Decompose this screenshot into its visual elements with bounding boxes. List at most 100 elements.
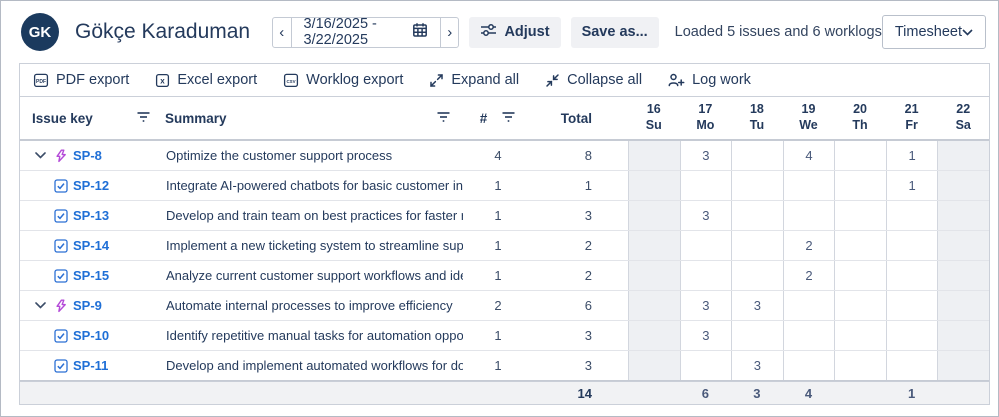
issue-key-link[interactable]: SP-15 [73,268,110,283]
issue-count: 1 [494,178,502,193]
worklog-cell-su[interactable] [628,321,680,350]
worklog-cell-we[interactable]: 4 [782,141,835,170]
worklog-cell-sa[interactable] [937,171,989,200]
worklog-cell-sa[interactable] [937,321,989,350]
worklog-cell-th[interactable] [834,351,886,380]
toolbar: PDF PDF export x Excel export CSV Worklog exp… [20,64,989,97]
worklog-cell-sa[interactable] [937,141,989,170]
worklog-cell-tu[interactable] [731,321,783,350]
worklog-cell-fr[interactable] [885,291,938,320]
worklog-cell-mo[interactable]: 3 [679,141,732,170]
date-range-picker[interactable]: 3/16/2025 - 3/22/2025 [290,17,442,47]
worklog-cell-th[interactable] [834,141,886,170]
issue-key-cell: SP-14 [20,231,161,260]
worklog-cell-fr[interactable] [885,261,938,290]
worklog-cell-sa[interactable] [937,261,989,290]
issue-key-link[interactable]: SP-13 [73,208,110,223]
prev-week-button[interactable]: ‹ [279,23,285,41]
issue-key-link[interactable]: SP-8 [73,148,102,163]
issue-key-link[interactable]: SP-12 [73,178,110,193]
view-selector-dropdown[interactable]: Timesheet [881,15,986,49]
issue-summary: Analyze current customer support workflo… [166,268,463,283]
worklog-cell-su[interactable] [628,171,680,200]
worklog-cell-tu[interactable] [731,261,783,290]
worklog-cell-mo[interactable]: 3 [679,321,732,350]
worklog-cell-th[interactable] [834,171,886,200]
next-week-button[interactable]: › [447,23,453,41]
worklog-cell-mo[interactable]: 3 [679,201,732,230]
filter-icon[interactable] [436,111,451,126]
collapse-all-label: Collapse all [567,72,643,88]
row-total: 6 [584,298,592,313]
save-as-button[interactable]: Save as... [570,16,659,48]
worklog-cell-mo[interactable] [679,351,732,380]
worklog-cell-th[interactable] [834,321,886,350]
worklog-cell-we[interactable]: 2 [782,231,835,260]
worklog-cell-su[interactable] [628,231,680,260]
worklog-cell-sa[interactable] [937,231,989,260]
worklog-cell-th[interactable] [834,291,886,320]
filter-icon[interactable] [501,111,516,126]
excel-export-button[interactable]: x Excel export [155,72,257,88]
day-number: 22 [956,102,971,117]
worklog-cell-su[interactable] [628,141,680,170]
expand-all-button[interactable]: Expand all [429,72,519,88]
worklog-cell-mo[interactable] [679,261,732,290]
issue-key-link[interactable]: SP-10 [73,328,110,343]
worklog-cell-mo[interactable]: 3 [679,291,732,320]
issue-key-link[interactable]: SP-11 [73,358,109,373]
calendar-icon[interactable] [412,22,428,42]
table-row: SP-10 Identify repetitive manual tasks fo… [20,321,989,351]
row-total: 3 [584,208,592,223]
collapse-row-chevron-icon[interactable] [35,302,46,309]
worklog-cell-we[interactable]: 2 [782,261,835,290]
worklog-cell-sa[interactable] [937,201,989,230]
worklog-cell-fr[interactable] [885,201,938,230]
filter-icon[interactable] [136,111,151,126]
worklog-cell-fr[interactable]: 1 [885,141,938,170]
worklog-cell-su[interactable] [628,261,680,290]
adjust-button[interactable]: Adjust [469,16,561,48]
worklog-cell-su[interactable] [628,201,680,230]
worklog-cell-fr[interactable]: 1 [885,171,938,200]
issue-summary: Develop and implement automated workflow… [166,358,463,373]
issue-count: 2 [494,298,502,313]
worklog-cell-mo[interactable] [679,231,732,260]
issue-count: 4 [494,148,502,163]
worklog-cell-we[interactable] [782,171,835,200]
worklog-cell-th[interactable] [834,261,886,290]
worklog-cell-sa[interactable] [937,351,989,380]
worklog-cell-we[interactable] [782,321,835,350]
chevron-down-icon [962,24,973,40]
issue-count: 1 [494,358,502,373]
worklog-cell-tu[interactable] [731,171,783,200]
worklog-cell-fr[interactable] [885,231,938,260]
worklog-cell-we[interactable] [782,291,835,320]
svg-text:CSV: CSV [287,79,296,84]
expand-all-label: Expand all [451,72,520,88]
worklog-cell-tu[interactable] [731,201,783,230]
worklog-cell-su[interactable] [628,351,680,380]
issue-key-link[interactable]: SP-9 [73,298,102,313]
collapse-all-button[interactable]: Collapse all [545,72,642,88]
worklog-cell-th[interactable] [834,201,886,230]
worklog-cell-tu[interactable]: 3 [731,351,783,380]
worklog-cell-th[interactable] [834,231,886,260]
collapse-row-chevron-icon[interactable] [35,152,46,159]
worklog-cell-we[interactable] [782,201,835,230]
worklog-cell-tu[interactable] [731,141,783,170]
worklog-cell-we[interactable] [782,351,835,380]
worklog-cell-su[interactable] [628,291,680,320]
worklog-cell-tu[interactable] [731,231,783,260]
footer-day-total-su [628,382,680,404]
worklog-export-button[interactable]: CSV Worklog export [283,72,403,88]
footer-day-total-we: 4 [804,385,813,401]
issue-key-link[interactable]: SP-14 [73,238,110,253]
pdf-export-button[interactable]: PDF PDF export [33,72,129,88]
worklog-cell-sa[interactable] [937,291,989,320]
worklog-cell-fr[interactable] [885,321,938,350]
worklog-cell-tu[interactable]: 3 [731,291,783,320]
worklog-cell-mo[interactable] [679,171,732,200]
worklog-cell-fr[interactable] [885,351,938,380]
log-work-button[interactable]: Log work [668,72,751,88]
